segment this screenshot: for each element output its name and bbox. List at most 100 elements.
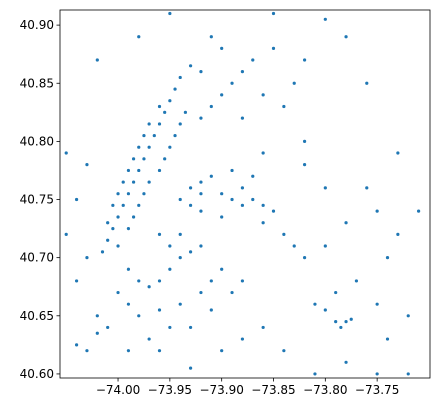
point (116, 244, 120, 248)
point (271, 11, 276, 16)
point (142, 192, 146, 196)
point (126, 192, 131, 196)
point (95, 331, 99, 335)
point (173, 87, 177, 91)
point (152, 133, 156, 138)
point (111, 203, 115, 207)
y-tick-label: 40.75 (20, 193, 54, 207)
point (168, 325, 172, 330)
point (178, 122, 182, 126)
point (396, 232, 400, 237)
x-tick-label: −74.00 (96, 383, 140, 397)
point (131, 180, 136, 184)
point (354, 279, 359, 283)
point (230, 290, 234, 295)
point (157, 232, 162, 237)
point (323, 308, 327, 312)
y-tick-label: 40.65 (20, 309, 54, 323)
point (199, 180, 203, 184)
point (188, 203, 193, 207)
point (344, 35, 348, 39)
point (406, 314, 410, 318)
point (230, 197, 234, 202)
point (209, 174, 213, 178)
point (292, 244, 296, 248)
point (323, 17, 327, 21)
point (157, 122, 162, 126)
point (349, 317, 353, 321)
point (116, 290, 120, 295)
point (209, 35, 213, 39)
point (188, 186, 193, 190)
point (282, 104, 286, 109)
plot-frame (59, 9, 431, 379)
point (385, 256, 390, 260)
point (261, 151, 265, 155)
point (220, 349, 224, 353)
point (230, 81, 234, 85)
point (209, 308, 213, 312)
x-tick-label: −73.75 (355, 383, 399, 397)
point (106, 221, 110, 225)
point (375, 302, 379, 306)
point (131, 157, 136, 161)
point (344, 221, 348, 225)
point (396, 151, 400, 155)
point (95, 314, 99, 318)
point (199, 70, 203, 74)
point (385, 337, 390, 341)
point (126, 302, 131, 306)
point (111, 226, 115, 231)
point (220, 192, 224, 196)
point (178, 75, 182, 80)
point (282, 349, 286, 353)
point (188, 325, 193, 330)
point (137, 35, 141, 39)
point (147, 145, 151, 149)
y-tick-label: 40.85 (20, 76, 54, 90)
point (157, 308, 162, 312)
point (344, 360, 348, 364)
point (339, 325, 343, 330)
point (168, 244, 172, 248)
x-tick-label: −73.85 (251, 383, 295, 397)
point (240, 116, 245, 120)
point (147, 285, 151, 289)
point (137, 145, 141, 149)
point (163, 157, 167, 161)
point (106, 238, 110, 242)
point (157, 279, 162, 283)
point (163, 110, 167, 114)
point (282, 232, 286, 237)
point (121, 203, 125, 207)
point (168, 145, 172, 149)
point (173, 133, 177, 138)
point (85, 349, 89, 353)
point (157, 349, 162, 353)
point (334, 320, 338, 324)
point (240, 279, 245, 283)
point (323, 244, 327, 248)
point (271, 209, 276, 213)
point (188, 366, 193, 370)
point (178, 197, 182, 202)
point (302, 163, 307, 167)
point (131, 215, 136, 219)
point (302, 139, 307, 143)
point (157, 104, 162, 109)
point (375, 209, 379, 213)
point (199, 290, 203, 295)
point (209, 104, 213, 109)
point (74, 197, 79, 202)
point (142, 133, 146, 138)
point (199, 209, 203, 213)
point (261, 203, 265, 207)
point (251, 197, 255, 202)
point (375, 372, 379, 376)
point (178, 302, 182, 306)
point (137, 203, 141, 207)
point (220, 267, 224, 271)
point (344, 320, 348, 324)
point (240, 203, 245, 207)
point (240, 70, 245, 74)
